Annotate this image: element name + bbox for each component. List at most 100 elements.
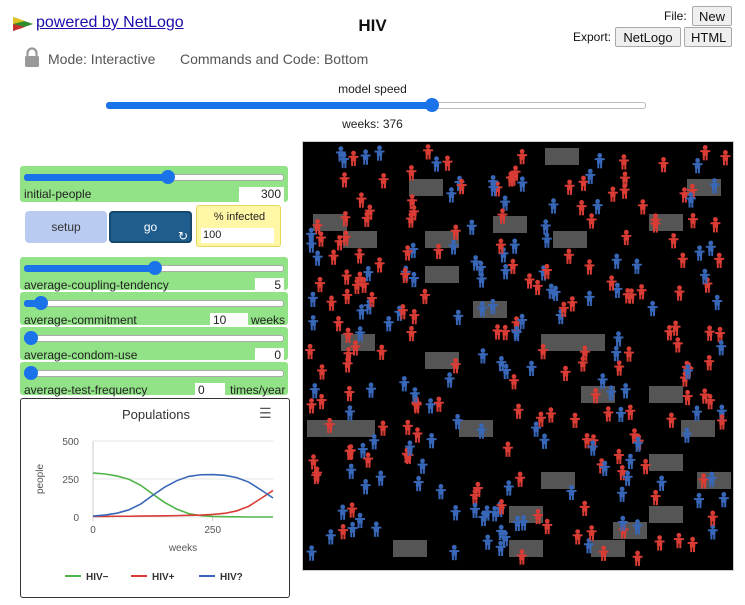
slider-average-coupling-tendency[interactable]: average-coupling-tendency 5 [20, 257, 288, 293]
person-agent [500, 530, 511, 547]
person-agent [540, 219, 551, 235]
setup-button[interactable]: setup [25, 211, 107, 243]
person-agent [541, 263, 552, 280]
person-agent [538, 344, 549, 360]
percent-infected-monitor: % infected 100 [196, 205, 281, 247]
person-agent [343, 327, 354, 343]
slider-value[interactable]: 0 [255, 348, 284, 363]
person-agent [687, 536, 698, 553]
person-agent [622, 470, 633, 486]
slider-average-condom-use[interactable]: average-condom-use 0 [20, 327, 288, 363]
person-agent [400, 267, 411, 284]
person-agent [378, 420, 388, 436]
slider-value[interactable]: 300 [239, 187, 284, 202]
person-agent [404, 440, 415, 456]
person-agent [363, 452, 374, 468]
y-tick-label: 500 [62, 437, 79, 448]
person-agent [666, 412, 677, 428]
person-agent [378, 173, 389, 189]
person-agent [617, 515, 628, 532]
slider-value[interactable]: 5 [255, 278, 284, 293]
slider-track[interactable] [24, 335, 284, 342]
person-agent [383, 316, 394, 332]
slider-thumb[interactable] [24, 366, 38, 380]
legend-label: HIV− [86, 572, 109, 583]
slider-thumb[interactable] [148, 261, 162, 275]
person-agent [636, 284, 647, 300]
slider-label: average-commitment [24, 313, 137, 327]
slider-thumb[interactable] [34, 296, 48, 310]
slider-average-commitment[interactable]: average-commitment 10 weeks [20, 292, 288, 328]
x-tick-label: 250 [204, 525, 221, 536]
slider-track[interactable] [24, 300, 284, 307]
commands-position-toggle[interactable]: Commands and Code: Bottom [180, 51, 369, 67]
world-canvas[interactable] [305, 144, 731, 570]
slider-thumb[interactable] [24, 331, 38, 345]
go-button[interactable]: go ↻ [109, 211, 192, 243]
netlogo-logo-icon[interactable] [13, 15, 33, 33]
person-agent [509, 238, 520, 254]
person-agent [433, 396, 444, 412]
model-speed-slider-thumb[interactable] [425, 98, 439, 112]
lock-icon[interactable] [24, 47, 40, 68]
slider-value[interactable]: 0 [195, 383, 225, 398]
slider-track[interactable] [24, 370, 284, 377]
person-agent [340, 230, 351, 246]
person-agent [597, 373, 608, 389]
couple-patch [425, 266, 459, 283]
person-agent [617, 465, 628, 481]
couple-patch [409, 179, 443, 196]
person-agent [688, 213, 698, 229]
person-agent [419, 288, 430, 305]
person-agent [306, 545, 317, 561]
person-agent [548, 198, 559, 214]
person-agent [325, 529, 336, 545]
person-agent [586, 213, 597, 229]
person-agent [707, 524, 718, 540]
person-agent [505, 171, 516, 187]
new-button[interactable]: New [692, 6, 732, 26]
powered-by-netlogo-link[interactable]: powered by NetLogo [36, 14, 184, 31]
export-label: Export: [573, 30, 612, 44]
export-html-button[interactable]: HTML [684, 27, 732, 47]
person-agent [343, 347, 354, 363]
person-agent [578, 175, 589, 191]
person-agent [366, 291, 377, 308]
person-agent [500, 324, 511, 341]
person-agent [495, 540, 506, 556]
couple-patch [541, 472, 575, 489]
hamburger-menu-icon[interactable]: ☰ [259, 405, 272, 421]
x-tick-label: 0 [90, 525, 96, 536]
slider-value[interactable]: 10 [210, 313, 248, 328]
slider-initial-people[interactable]: initial-people 300 [20, 166, 288, 202]
couple-patch [553, 231, 587, 248]
couple-patch [649, 454, 683, 471]
person-agent [677, 252, 688, 268]
series-line-0 [92, 472, 273, 518]
slider-label: average-test-frequency [24, 383, 148, 397]
slider-thumb[interactable] [161, 170, 175, 184]
mode-toggle[interactable]: Mode: Interactive [48, 51, 156, 67]
person-agent [348, 150, 359, 166]
person-agent [704, 355, 715, 371]
person-agent [672, 337, 683, 353]
person-agent [720, 150, 731, 166]
person-agent [324, 417, 335, 434]
person-agent [632, 519, 643, 535]
person-agent [507, 258, 518, 275]
person-agent [412, 427, 423, 443]
model-speed-label: model speed [338, 82, 407, 96]
couple-patch [307, 420, 341, 437]
export-netlogo-button[interactable]: NetLogo [615, 27, 681, 47]
person-agent [531, 421, 542, 437]
person-agent [413, 475, 424, 492]
person-agent [342, 288, 353, 305]
person-agent [699, 388, 710, 404]
person-agent [492, 324, 503, 340]
netlogo-world-view[interactable] [302, 141, 734, 571]
slider-average-test-frequency[interactable]: average-test-frequency 0 times/year [20, 362, 288, 398]
person-agent [674, 285, 685, 301]
populations-plot: Populations ☰ 500 250 0 0 250 weeks people HIV−… [20, 398, 290, 598]
person-agent [647, 300, 658, 317]
person-agent [698, 473, 709, 489]
